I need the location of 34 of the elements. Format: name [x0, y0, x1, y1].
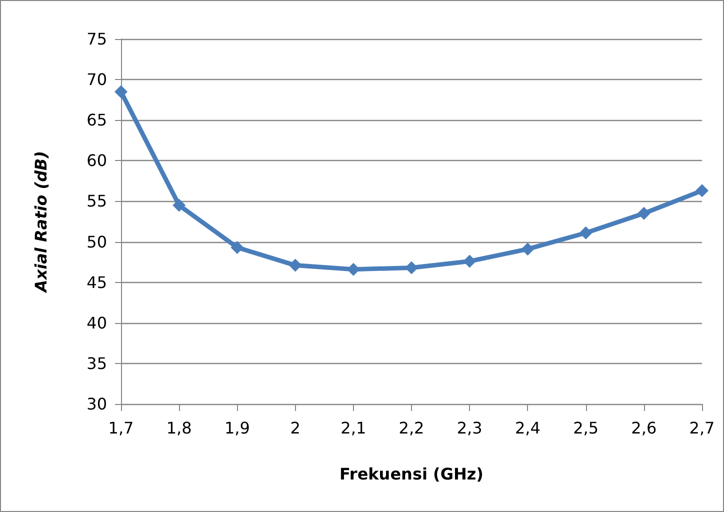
point — [696, 184, 708, 198]
point — [405, 261, 418, 274]
point — [579, 226, 592, 240]
x-tick-label: 1,9 — [224, 418, 250, 438]
x-tick-label: 2,5 — [573, 418, 599, 438]
y-tick-label: 65 — [86, 110, 107, 130]
x-axis-title: Frekuensi (GHz) — [340, 464, 484, 484]
x-tick-label: 2,3 — [456, 418, 482, 438]
x-tick-label: 1,8 — [166, 418, 192, 438]
y-tick-label: 30 — [86, 394, 107, 414]
y-tick-label: 75 — [86, 30, 107, 48]
point — [521, 242, 534, 256]
x-tick-label: 2,7 — [689, 418, 715, 438]
x-tick-label: 2,4 — [514, 418, 540, 438]
y-tick-label: 60 — [86, 151, 107, 170]
y-tick-label: 35 — [86, 354, 107, 373]
point — [114, 85, 128, 98]
point — [172, 198, 186, 212]
y-tick-label: 45 — [86, 272, 107, 292]
point — [230, 240, 244, 254]
y-tick-label: 40 — [86, 313, 107, 332]
y-axis-title: Axial Ratio (dB) — [32, 150, 50, 294]
point — [463, 254, 476, 268]
y-tick-label: 70 — [86, 70, 107, 90]
point — [346, 262, 360, 276]
x-tick-label: 2 — [290, 418, 300, 438]
x-tick-label: 2,6 — [631, 418, 657, 438]
x-tick-label: 2,1 — [340, 418, 366, 438]
point — [288, 258, 302, 272]
point — [637, 206, 650, 220]
x-tick-label: 1,7 — [108, 418, 134, 438]
y-tick-label: 50 — [86, 232, 107, 252]
x-tick-label: 2,2 — [398, 418, 424, 438]
y-tick-label: 55 — [86, 192, 107, 211]
